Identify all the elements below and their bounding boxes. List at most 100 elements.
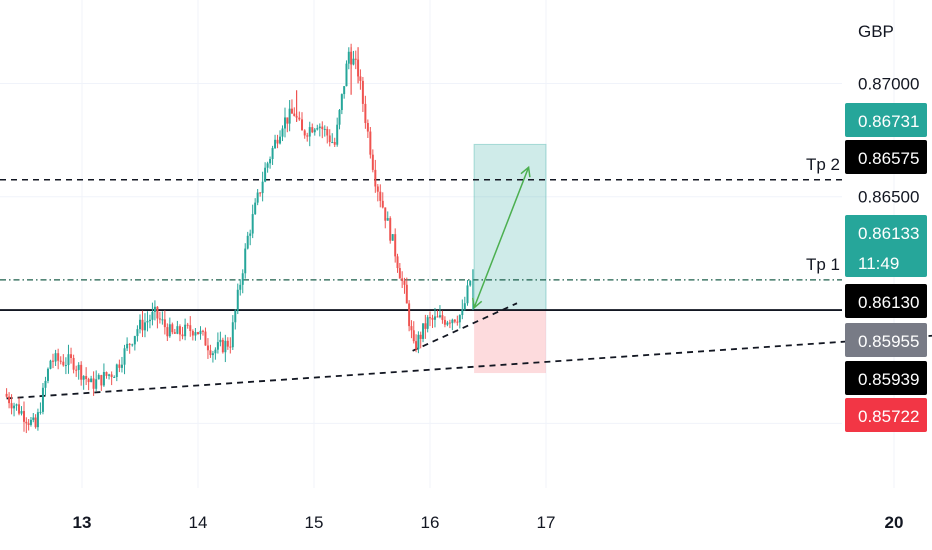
candle-body [466,285,469,304]
candle-body [211,353,214,356]
trendline-rising-support[interactable] [6,320,932,400]
candle-body [286,117,289,124]
candle-body [405,284,408,304]
candle-body [276,139,279,144]
candle-body [316,128,319,130]
candle-body [352,58,355,65]
candle-body [249,233,252,236]
candle-body [49,360,52,369]
candle-body [441,315,444,320]
date-tick-label: 17 [537,513,556,532]
candle-body [146,321,149,323]
candle-body [401,278,404,281]
level-label: Tp 2 [806,155,840,174]
date-tick-label: 13 [73,513,92,532]
candle-body [371,154,374,170]
candle-body [36,412,39,428]
candle-body [90,378,93,383]
candle-body [326,128,329,136]
candle-body [27,423,30,425]
candle-body [18,404,21,414]
candle-body [396,256,399,269]
level-label: Tp 1 [806,255,840,274]
candle-body [32,417,35,420]
candle-body [306,135,309,137]
price-tick-label: 0.86500 [858,188,919,207]
candle-body [64,365,67,367]
candle-body [105,372,108,376]
price-label-text: 0.85939 [858,370,919,389]
candle-body [219,339,222,343]
price-label-box [845,215,927,277]
candle-body [23,411,25,422]
candle-body [85,376,88,380]
candle-body [374,169,377,187]
candle-body [95,379,98,389]
projection-line[interactable] [473,167,530,309]
candle-body [214,349,217,354]
price-label-text: 0.86575 [858,149,919,168]
candle-body [197,332,199,335]
candle-body [57,353,60,361]
candle-body [226,340,229,347]
candle-body [384,207,387,221]
candle-body [446,322,449,325]
price-label-text: 0.86731 [858,112,919,131]
countdown-label: 11:49 [858,254,899,273]
candle-body [429,317,431,319]
candle-body [354,58,357,60]
candle-body [29,419,32,425]
trendline-short-support[interactable] [412,302,518,352]
stop-zone[interactable] [474,310,546,374]
candle-body [171,324,174,333]
candle-body [293,113,296,116]
candle-body [281,128,284,137]
candles [5,43,474,434]
price-label-text: 0.85955 [858,332,919,351]
candle-body [224,340,227,353]
candle-body [44,380,47,388]
candle-body [139,319,141,330]
price-tick-label: 0.87000 [858,74,919,93]
candle-body [415,341,418,350]
candle-body [364,103,367,123]
candle-body [424,323,427,329]
candle-body [347,51,350,64]
date-tick-label: 15 [305,513,324,532]
candle-body [284,117,286,129]
candle-body [126,343,129,349]
candle-body [403,280,406,285]
candle-body [298,117,301,120]
candle-body [100,375,103,386]
candle-body [436,316,439,318]
candle-body [216,342,219,350]
candle-body [417,334,420,350]
candle-body [10,403,13,409]
time-axis[interactable]: 13141516172021 [73,513,932,532]
candle-body [426,317,429,329]
candle-body [8,396,11,404]
candle-body [321,126,324,130]
price-label-box [845,284,927,318]
candle-body [254,202,257,215]
target-zone[interactable] [473,143,547,311]
candle-body [311,127,314,133]
candle-body [236,289,239,311]
candle-body [264,167,267,182]
candle-body [199,330,202,335]
candle-body [419,334,422,339]
candle-body [271,148,274,159]
price-label-text: 0.85722 [858,407,919,426]
candle-body [156,306,159,319]
candle-body [136,329,139,337]
grid-lines [0,0,895,488]
candle-body [431,317,434,320]
candle-body [244,248,247,274]
candle-body [25,421,28,424]
candle-body [115,364,118,377]
candle-body [336,124,339,145]
candle-body [131,344,134,346]
candle-body [128,343,131,345]
candle-body [75,369,78,371]
